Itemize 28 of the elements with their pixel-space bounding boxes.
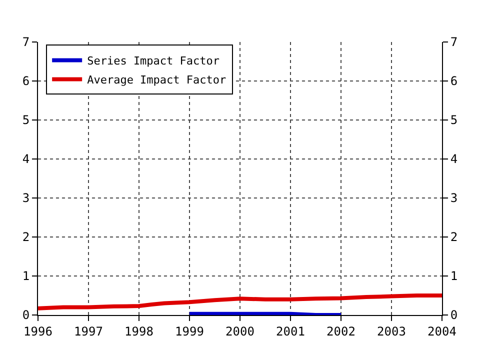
x-tick-label: 1997 (74, 324, 103, 338)
y-tick-label: 5 (22, 113, 30, 128)
y-tick-label: 1 (22, 269, 30, 284)
legend-label: Series Impact Factor (87, 54, 220, 68)
y-tick-label: 4 (22, 152, 30, 166)
y2-tick-label: 0 (450, 308, 458, 322)
y2-tick-label: 4 (450, 152, 458, 166)
y2-tick-label: 1 (450, 269, 458, 284)
y-tick-label: 2 (22, 230, 30, 244)
y2-tick-label: 7 (450, 35, 458, 50)
x-tick-label: 1996 (24, 324, 52, 338)
y2-tick-label: 6 (450, 74, 458, 88)
x-tick-label: 1998 (124, 324, 154, 338)
legend-label: Average Impact Factor (87, 74, 227, 87)
y2-tick-label: 2 (450, 230, 458, 244)
y-tick-label: 3 (22, 191, 30, 206)
y2-tick-label: 5 (450, 113, 458, 128)
x-tick-label: 2001 (276, 324, 305, 338)
x-tick-label: 2003 (377, 324, 406, 338)
x-tick-label: 2002 (326, 324, 356, 338)
x-tick-label: 1999 (175, 324, 204, 338)
y-tick-label: 6 (22, 74, 30, 88)
y-tick-label: 7 (22, 35, 30, 50)
x-tick-label: 2004 (428, 324, 456, 338)
y-tick-label: 0 (22, 308, 30, 322)
line-series (38, 294, 442, 310)
y2-tick-label: 3 (450, 191, 458, 206)
x-tick-label: 2000 (226, 324, 254, 338)
